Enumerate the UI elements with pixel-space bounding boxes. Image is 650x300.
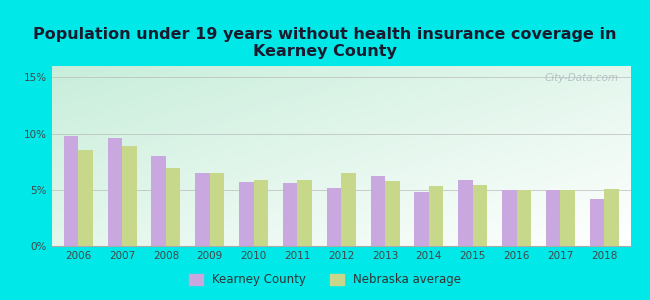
Bar: [166, 168, 181, 246]
Bar: [195, 173, 210, 246]
Bar: [415, 192, 429, 246]
Bar: [122, 146, 136, 246]
Bar: [327, 188, 341, 246]
Bar: [546, 190, 560, 246]
Bar: [385, 181, 400, 246]
Bar: [151, 156, 166, 246]
Text: City-Data.com: City-Data.com: [545, 73, 619, 83]
Bar: [64, 136, 78, 246]
Bar: [108, 138, 122, 246]
Bar: [254, 180, 268, 246]
Bar: [429, 186, 443, 246]
Bar: [517, 190, 531, 246]
Bar: [502, 190, 517, 246]
Bar: [298, 180, 312, 246]
Bar: [210, 173, 224, 246]
Legend: Kearney County, Nebraska average: Kearney County, Nebraska average: [184, 269, 466, 291]
Bar: [283, 183, 298, 246]
Bar: [590, 199, 605, 246]
Bar: [341, 173, 356, 246]
Bar: [604, 189, 619, 246]
Bar: [560, 190, 575, 246]
Bar: [473, 185, 488, 246]
Bar: [239, 182, 254, 246]
Bar: [370, 176, 385, 246]
Bar: [458, 180, 473, 246]
Bar: [78, 150, 93, 246]
Text: Population under 19 years without health insurance coverage in
Kearney County: Population under 19 years without health…: [33, 27, 617, 59]
